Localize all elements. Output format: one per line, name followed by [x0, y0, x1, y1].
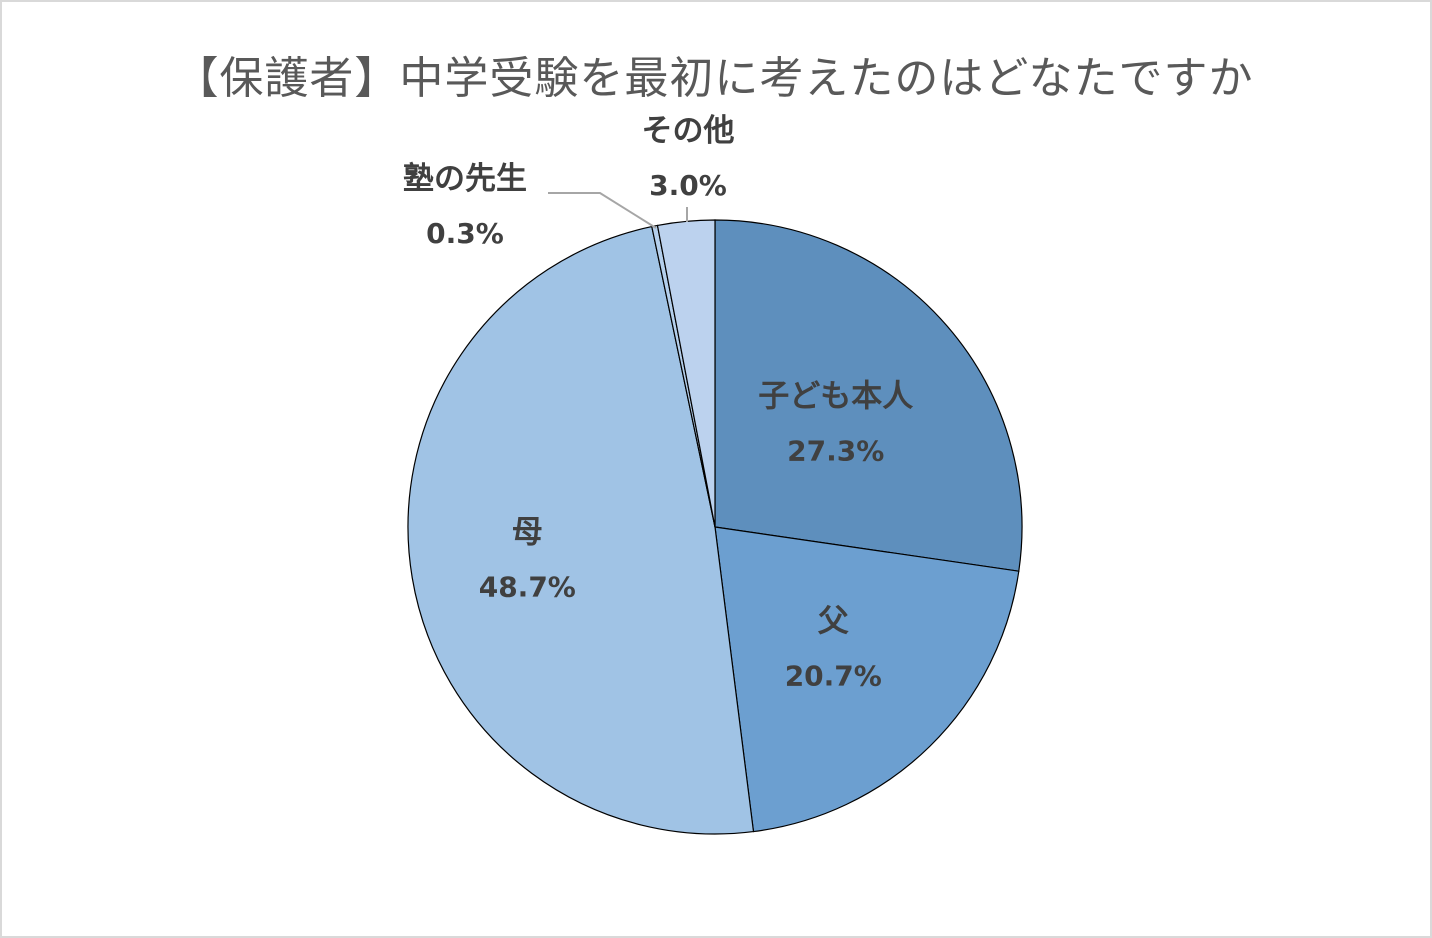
pie-slices — [407, 219, 1023, 835]
slice-label-name-3: 母 — [512, 515, 543, 551]
pie-slice-1 — [714, 219, 1023, 572]
slice-label-value-2: 20.7% — [785, 660, 882, 693]
leader-line-4 — [548, 192, 657, 229]
slice-label-value-5: 3.0% — [649, 169, 727, 202]
slice-label-value-3: 48.7% — [479, 571, 576, 604]
slice-label-name-1: 子ども本人 — [758, 379, 913, 415]
slice-label-value-4: 0.3% — [426, 217, 504, 250]
pie-slice-3 — [407, 225, 755, 835]
slice-label-value-1: 27.3% — [787, 435, 884, 468]
slice-label-name-2: 父 — [818, 604, 849, 640]
pie-slice-2 — [714, 526, 1020, 833]
leader-lines — [548, 192, 688, 229]
chart-title: 【保護者】中学受験を最初に考えたのはどなたですか — [174, 53, 1254, 104]
data-labels: 子ども本人 27.3% 父 20.7% 母 48.7% 塾の先生 0.3% その他 3.0% — [403, 113, 913, 693]
slice-label-name-4: 塾の先生 — [403, 161, 527, 197]
slice-label-name-5: その他 — [642, 113, 735, 149]
